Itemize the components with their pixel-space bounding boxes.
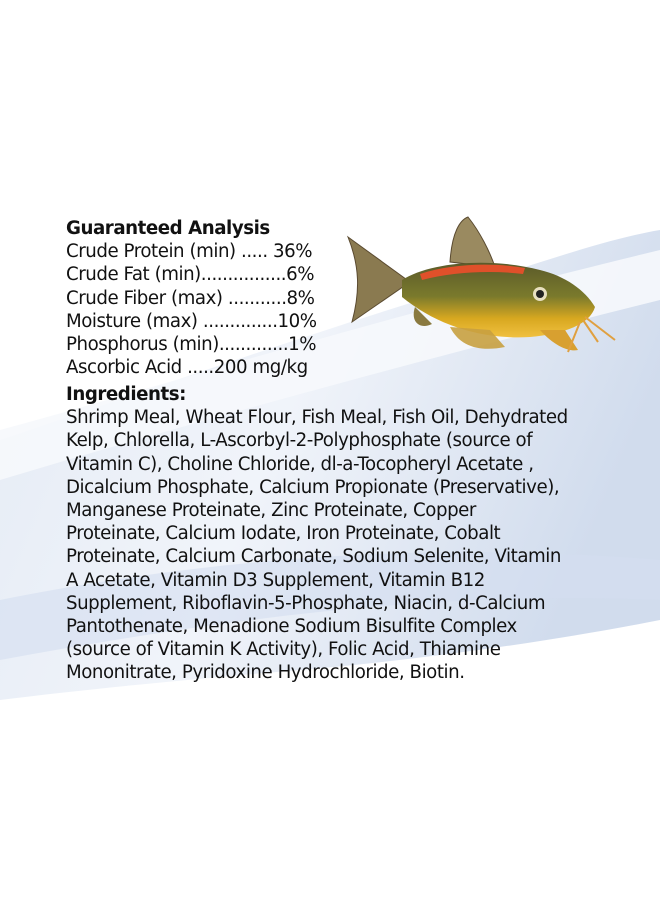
ingredients: Ingredients: Shrimp Meal, Wheat Flour, F… [66, 383, 568, 685]
ingredient-line: Kelp, Chlorella, L-Ascorbyl-2-Polyphosph… [66, 430, 533, 452]
ingredient-line: Supplement, Riboflavin-5-Phosphate, Niac… [66, 592, 546, 614]
ingredient-line: Proteinate, Calcium Iodate, Iron Protein… [66, 523, 501, 545]
ingredient-line: Shrimp Meal, Wheat Flour, Fish Meal, Fis… [66, 407, 568, 429]
analysis-row: Crude Fat (min)................6% [66, 264, 315, 286]
guaranteed-analysis: Guaranteed Analysis Crude Protein (min) … [66, 217, 317, 379]
ingredient-line: Manganese Proteinate, Zinc Proteinate, C… [66, 500, 476, 522]
analysis-title: Guaranteed Analysis [66, 218, 270, 239]
analysis-row: Crude Protein (min) ..... 36% [66, 241, 313, 263]
analysis-row: Ascorbic Acid .....200 mg/kg [66, 357, 308, 379]
analysis-row: Moisture (max) ..............10% [66, 310, 317, 332]
ingredient-line: Proteinate, Calcium Carbonate, Sodium Se… [66, 546, 561, 568]
ingredient-line: Dicalcium Phosphate, Calcium Propionate … [66, 476, 560, 498]
ingredient-line: (source of Vitamin K Activity), Folic Ac… [66, 639, 501, 661]
catfish-illustration-icon [346, 216, 616, 353]
ingredient-line: Vitamin C), Choline Chloride, dl-a-Tocop… [66, 453, 534, 475]
ingredient-line: A Acetate, Vitamin D3 Supplement, Vitami… [66, 569, 485, 591]
analysis-row: Crude Fiber (max) ...........8% [66, 287, 315, 309]
ingredient-line: Mononitrate, Pyridoxine Hydrochloride, B… [66, 662, 465, 684]
analysis-row: Phosphorus (min).............1% [66, 334, 317, 356]
ingredient-line: Pantothenate, Menadione Sodium Bisulfite… [66, 616, 517, 638]
ingredients-title: Ingredients: [66, 384, 186, 405]
